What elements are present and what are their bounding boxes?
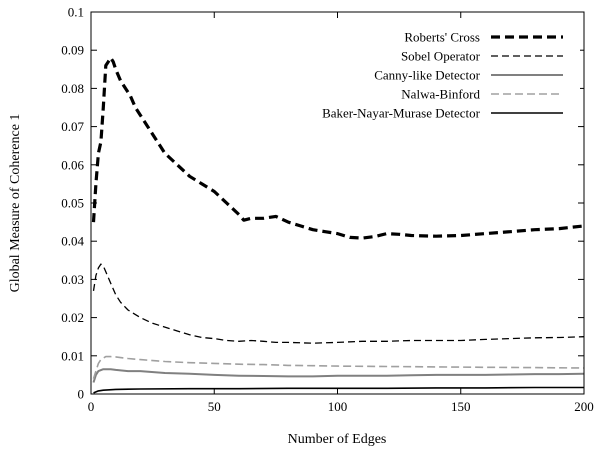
y-tick-label: 0.08: [61, 81, 84, 96]
axis-ticks: 0 50 100 150 200 0 0.01 0.02 0.03 0.04 0.05 0.06 0.0…: [61, 5, 594, 415]
y-tick-label: 0.07: [61, 119, 84, 134]
x-tick-label: 50: [208, 399, 221, 414]
y-tick-label: 0.05: [61, 196, 84, 211]
x-tick-label: 0: [88, 399, 95, 414]
x-tick-label: 150: [451, 399, 471, 414]
y-tick-label: 0.06: [61, 157, 84, 172]
series-lines: [91, 56, 585, 394]
series-line-canny-like-detector: [92, 368, 585, 383]
plot-frame: [90, 11, 585, 395]
y-tick-label: 0.03: [61, 272, 84, 287]
y-tick-label: 0: [78, 387, 85, 402]
legend-label: Nalwa-Binford: [401, 87, 480, 102]
legend-label: Baker-Nayar-Murase Detector: [322, 106, 481, 121]
series-line-baker-nayar-murase-detector: [93, 386, 584, 394]
legend: Roberts' Cross Sobel Operator Canny-like D…: [322, 22, 580, 121]
y-tick-label: 0.1: [68, 5, 84, 20]
x-tick-label: 200: [574, 399, 594, 414]
x-tick-label: 100: [328, 399, 348, 414]
legend-label: Roberts' Cross: [404, 30, 480, 45]
x-axis-label: Number of Edges: [288, 432, 387, 447]
y-tick-label: 0.02: [61, 310, 84, 325]
legend-label: Canny-like Detector: [374, 68, 480, 83]
series-line-nalwa-binford: [92, 355, 585, 379]
y-tick-label: 0.09: [61, 43, 84, 58]
legend-label: Sobel Operator: [401, 49, 481, 64]
y-axis-label: Global Measure of Coherence 1: [8, 114, 23, 293]
y-tick-label: 0.01: [61, 348, 84, 363]
series-line-roberts-cross: [91, 56, 585, 240]
series-line-sobel-operator: [92, 263, 585, 344]
y-tick-label: 0.04: [61, 234, 84, 249]
